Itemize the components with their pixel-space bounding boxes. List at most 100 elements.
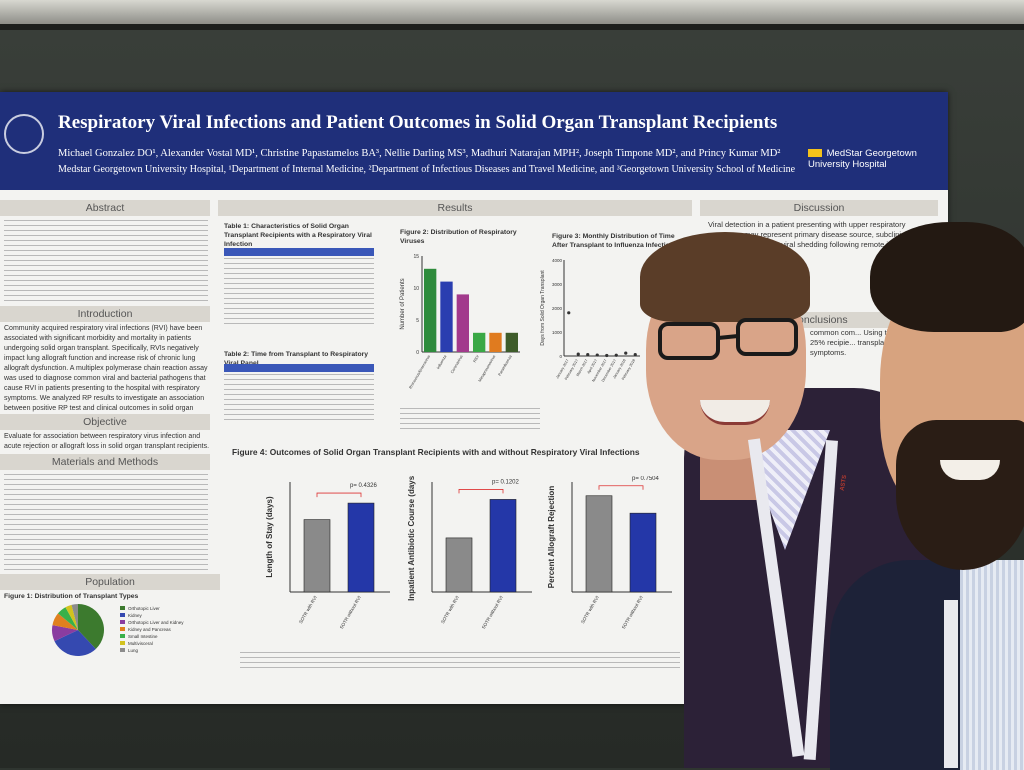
poster-authors: Michael Gonzalez DO¹, Alexander Vostal M… xyxy=(58,148,781,159)
pie-legend-label: Lung xyxy=(128,648,139,653)
fig4-bar xyxy=(585,495,613,593)
figure1-title: Figure 1: Distribution of Transplant Typ… xyxy=(4,593,139,600)
person2-lanyard xyxy=(944,600,958,768)
fig4-p-value: p= 0.4326 xyxy=(350,483,378,489)
fig3-point xyxy=(586,352,590,357)
discussion-text: Viral detection in a patient presenting … xyxy=(708,220,917,249)
pie-slice xyxy=(57,607,78,630)
abstract-text xyxy=(4,220,208,304)
fig2-y-tick: 10 xyxy=(413,286,419,292)
fig2-y-tick: 0 xyxy=(416,350,419,356)
person2-beard xyxy=(896,420,1024,570)
fig4-bar xyxy=(445,537,473,593)
methods-text xyxy=(4,474,208,570)
medstar-logo-icon xyxy=(808,149,822,158)
university-seal-icon xyxy=(4,114,44,154)
fig3-y-tick: 2000 xyxy=(552,306,563,311)
introduction-text: Community acquired respiratory viral inf… xyxy=(4,325,208,412)
fig2-bar xyxy=(456,294,469,352)
fig3-y-tick: 3000 xyxy=(552,282,563,287)
pie-legend-label: Kidney and Pancreas xyxy=(128,627,172,632)
fig3-point xyxy=(614,353,618,357)
pie-slice xyxy=(52,613,78,630)
fig4-bar xyxy=(489,499,517,593)
figure3-title: Figure 3: Monthly Distribution of Time A… xyxy=(552,233,675,249)
hospital-logo-text: MedStar Georgetown University Hospital xyxy=(808,148,917,170)
pie-legend-label: Small Intestine xyxy=(128,634,158,639)
fig4-p-value: p= 0.1202 xyxy=(492,479,520,485)
table1-title: Table 1: Characteristics of Solid Organ … xyxy=(224,223,372,248)
fig2-x-tick: Coronavirus xyxy=(450,354,464,374)
pie-slice xyxy=(71,604,78,630)
ceiling-light xyxy=(0,0,1024,24)
conclusions-text: common com... Using the Fi... of 25% rec… xyxy=(810,328,918,357)
objective-text: Evaluate for association between respira… xyxy=(4,433,210,450)
fig4-x-tick: SOTR with RVI xyxy=(298,595,318,624)
table1-header xyxy=(224,248,374,256)
pie-slice xyxy=(78,604,104,649)
table2-body xyxy=(224,374,374,424)
section-results: Results xyxy=(218,200,692,216)
fig4-y-label: Length of Stay (days) xyxy=(265,496,274,578)
fig2-bar xyxy=(473,332,486,352)
fig4-y-label: Percent Allograft Rejection xyxy=(547,486,556,589)
poster-title: Respiratory Viral Infections and Patient… xyxy=(58,112,778,133)
glasses-icon xyxy=(658,318,798,360)
table1-body xyxy=(224,258,374,328)
pie-slice xyxy=(54,630,96,656)
fig2-x-tick: Influenza xyxy=(436,354,448,370)
section-abstract: Abstract xyxy=(0,200,210,216)
fig2-x-tick: RSV xyxy=(473,354,481,363)
figure4-caption xyxy=(240,652,680,668)
fig3-point xyxy=(633,352,637,357)
fig4-significance-bracket xyxy=(598,485,644,490)
figure2-title: Figure 2: Distribution of Respiratory Vi… xyxy=(400,229,517,245)
section-methods: Materials and Methods xyxy=(0,454,210,470)
fig4-y-label: Inpatient Antibiotic Course (days) xyxy=(407,476,416,601)
fig2-x-tick: Rhinovirus/Enterovirus xyxy=(408,354,431,389)
figure4-charts: SOTR with RVI SOTR without RVI p= 0.4326 Le… xyxy=(265,476,672,630)
pie-legend-label: Multivisceral xyxy=(128,641,153,646)
fig3-y-label: Days from Solid Organ Transplant xyxy=(540,270,546,346)
fig4-bar xyxy=(629,512,657,593)
fig3-y-tick: 1000 xyxy=(552,330,563,335)
fig2-bar xyxy=(489,332,502,352)
pie-legend-swatch xyxy=(120,634,125,638)
person2-smile xyxy=(940,460,1000,480)
fig3-y-tick: 4000 xyxy=(552,258,563,263)
fig3-x-tick: April 2017 xyxy=(587,359,599,375)
table2-title: Table 2: Time from Transplant to Respira… xyxy=(224,351,369,367)
pie-legend-swatch xyxy=(120,641,125,645)
fig3-point xyxy=(595,353,599,357)
hospital-logo: MedStar Georgetown University Hospital xyxy=(808,148,928,170)
section-discussion: Discussion xyxy=(700,200,938,216)
pie-legend-swatch xyxy=(120,606,125,610)
fig4-x-tick: SOTR without RVI xyxy=(621,595,644,630)
fig2-bar xyxy=(440,281,453,352)
fig2-y-tick: 15 xyxy=(413,254,419,260)
fig3-point xyxy=(567,311,571,315)
person2-hair xyxy=(870,222,1024,332)
pie-chart: Orthotopic Liver Kidney Orthotopic Liver a… xyxy=(52,604,184,656)
fig4-significance-bracket xyxy=(316,492,362,498)
pie-slice xyxy=(65,604,78,630)
fig4-x-tick: SOTR with RVI xyxy=(580,595,600,624)
fig4-significance-bracket xyxy=(458,489,504,494)
pie-legend-label: Orthotopic Liver xyxy=(128,606,160,611)
pie-slice xyxy=(52,625,78,642)
pie-legend-swatch xyxy=(120,627,125,631)
fig2-x-tick: Metapneumovirus xyxy=(478,354,497,382)
pie-legend-swatch xyxy=(120,620,125,624)
fig2-y-tick: 5 xyxy=(416,318,419,324)
pie-legend-label: Orthotopic Liver and Kidney xyxy=(128,620,184,625)
fig4-x-tick: SOTR without RVI xyxy=(481,595,504,630)
figure2-chart: 0 5 10 15 Rhinovirus/Enterovirus Influenza Cor… xyxy=(400,254,520,390)
fig2-x-tick: Parainfluenza xyxy=(498,354,514,377)
fig2-bar xyxy=(424,268,437,352)
fig4-x-tick: SOTR with RVI xyxy=(440,595,460,624)
poster-affiliations: Medstar Georgetown University Hospital, … xyxy=(58,164,796,175)
fig4-p-value: p= 0.7504 xyxy=(632,476,660,482)
pie-legend-label: Kidney xyxy=(128,613,143,618)
fig4-bar xyxy=(303,519,331,593)
